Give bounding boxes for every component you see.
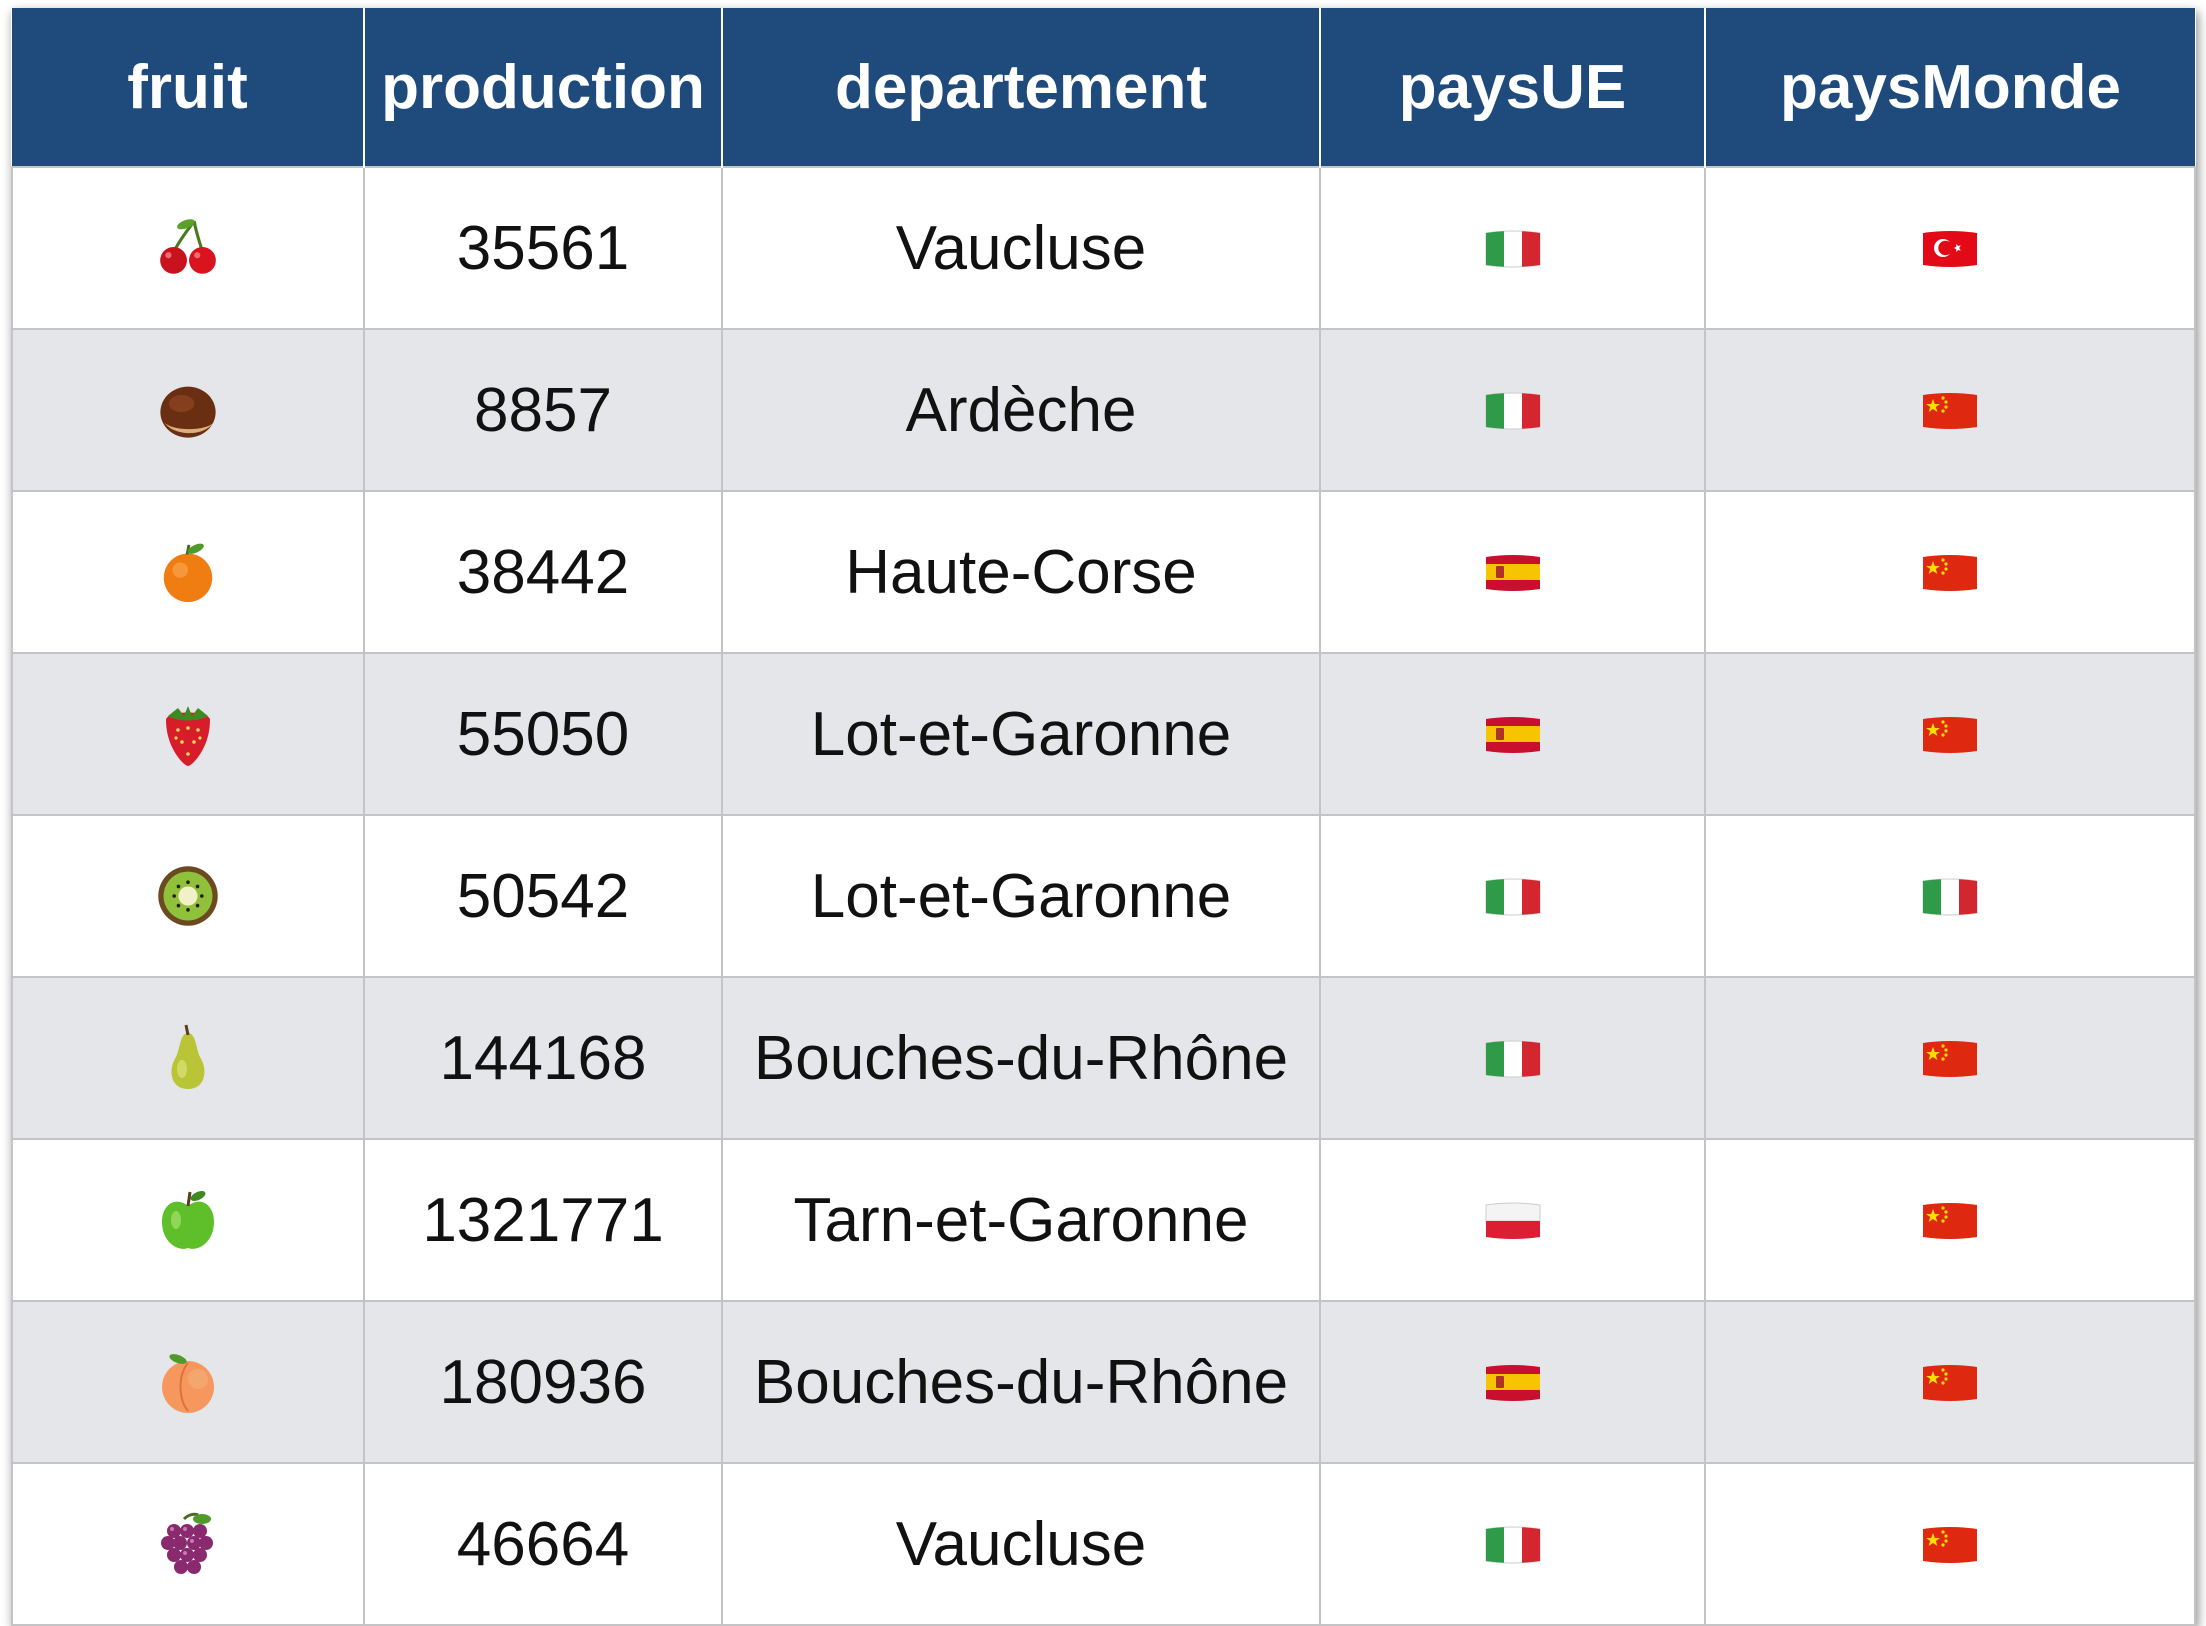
production-cell: 35561 — [363, 166, 723, 330]
table-row: 35561 Vaucluse — [11, 166, 2196, 330]
production-cell: 55050 — [363, 652, 723, 816]
table-row: 38442 Haute-Corse — [11, 490, 2196, 654]
fruit-cell — [11, 976, 365, 1140]
paysUE-cell — [1319, 814, 1706, 978]
table-row: 46664 Vaucluse — [11, 1462, 2196, 1626]
chestnut-icon — [13, 376, 363, 444]
paysMonde-cell — [1704, 814, 2196, 978]
china-flag-icon — [1706, 1361, 2194, 1403]
paysUE-cell — [1319, 1300, 1706, 1464]
fruit-cell — [11, 1462, 365, 1626]
production-cell: 180936 — [363, 1300, 723, 1464]
table-row: 144168 Bouches-du-Rhône — [11, 976, 2196, 1140]
peach-icon — [13, 1349, 363, 1415]
strawberry-icon — [13, 700, 363, 768]
spain-flag-icon — [1321, 713, 1704, 755]
italy-flag-icon — [1321, 1037, 1704, 1079]
production-cell: 1321771 — [363, 1138, 723, 1302]
spain-flag-icon — [1321, 1361, 1704, 1403]
spain-flag-icon — [1321, 551, 1704, 593]
table-row: 180936 Bouches-du-Rhône — [11, 1300, 2196, 1464]
turkey-flag-icon — [1706, 227, 2194, 269]
italy-flag-icon — [1321, 389, 1704, 431]
departement-cell: Bouches-du-Rhône — [721, 976, 1321, 1140]
paysMonde-cell — [1704, 652, 2196, 816]
departement-cell: Vaucluse — [721, 1462, 1321, 1626]
paysMonde-cell — [1704, 976, 2196, 1140]
china-flag-icon — [1706, 1199, 2194, 1241]
fruit-production-table: fruit production departement paysUE pays… — [11, 8, 2196, 1626]
fruit-cell — [11, 166, 365, 330]
paysUE-cell — [1319, 652, 1706, 816]
paysUE-cell — [1319, 976, 1706, 1140]
production-cell: 38442 — [363, 490, 723, 654]
table-row: 50542 Lot-et-Garonne — [11, 814, 2196, 978]
departement-cell: Vaucluse — [721, 166, 1321, 330]
italy-flag-icon — [1321, 227, 1704, 269]
kiwi-icon — [13, 862, 363, 930]
fruit-cell — [11, 814, 365, 978]
table-body: 35561 Vaucluse 8857 Ardèche 38442 Haute-Corse… — [11, 166, 2196, 1626]
header-fruit: fruit — [12, 8, 364, 167]
header-paysUE: paysUE — [1319, 8, 1705, 167]
fruit-cell — [11, 328, 365, 492]
china-flag-icon — [1706, 389, 2194, 431]
paysMonde-cell — [1704, 328, 2196, 492]
tangerine-icon — [13, 539, 363, 605]
china-flag-icon — [1706, 1037, 2194, 1079]
table-row: 1321771 Tarn-et-Garonne — [11, 1138, 2196, 1302]
poland-flag-icon — [1321, 1199, 1704, 1241]
table-row: 55050 Lot-et-Garonne — [11, 652, 2196, 816]
paysMonde-cell — [1704, 1462, 2196, 1626]
italy-flag-icon — [1321, 1523, 1704, 1565]
header-row: fruit production departement paysUE pays… — [12, 8, 2195, 167]
grapes-icon — [13, 1509, 363, 1579]
pear-icon — [13, 1023, 363, 1093]
italy-flag-icon — [1321, 875, 1704, 917]
china-flag-icon — [1706, 1523, 2194, 1565]
china-flag-icon — [1706, 713, 2194, 755]
paysUE-cell — [1319, 328, 1706, 492]
paysMonde-cell — [1704, 1300, 2196, 1464]
paysUE-cell — [1319, 166, 1706, 330]
departement-cell: Haute-Corse — [721, 490, 1321, 654]
china-flag-icon — [1706, 551, 2194, 593]
departement-cell: Tarn-et-Garonne — [721, 1138, 1321, 1302]
header-departement: departement — [721, 8, 1320, 167]
table-row: 8857 Ardèche — [11, 328, 2196, 492]
production-cell: 46664 — [363, 1462, 723, 1626]
production-cell: 8857 — [363, 328, 723, 492]
paysMonde-cell — [1704, 1138, 2196, 1302]
header-production: production — [363, 8, 722, 167]
green-apple-icon — [13, 1186, 363, 1254]
production-cell: 144168 — [363, 976, 723, 1140]
paysUE-cell — [1319, 1462, 1706, 1626]
fruit-cell — [11, 1300, 365, 1464]
paysMonde-cell — [1704, 166, 2196, 330]
production-cell: 50542 — [363, 814, 723, 978]
paysUE-cell — [1319, 490, 1706, 654]
paysUE-cell — [1319, 1138, 1706, 1302]
fruit-cell — [11, 652, 365, 816]
paysMonde-cell — [1704, 490, 2196, 654]
departement-cell: Lot-et-Garonne — [721, 652, 1321, 816]
italy-flag-icon — [1706, 875, 2194, 917]
departement-cell: Ardèche — [721, 328, 1321, 492]
header-paysMonde: paysMonde — [1704, 8, 2195, 167]
departement-cell: Bouches-du-Rhône — [721, 1300, 1321, 1464]
fruit-cell — [11, 490, 365, 654]
cherries-icon — [13, 215, 363, 281]
departement-cell: Lot-et-Garonne — [721, 814, 1321, 978]
fruit-cell — [11, 1138, 365, 1302]
